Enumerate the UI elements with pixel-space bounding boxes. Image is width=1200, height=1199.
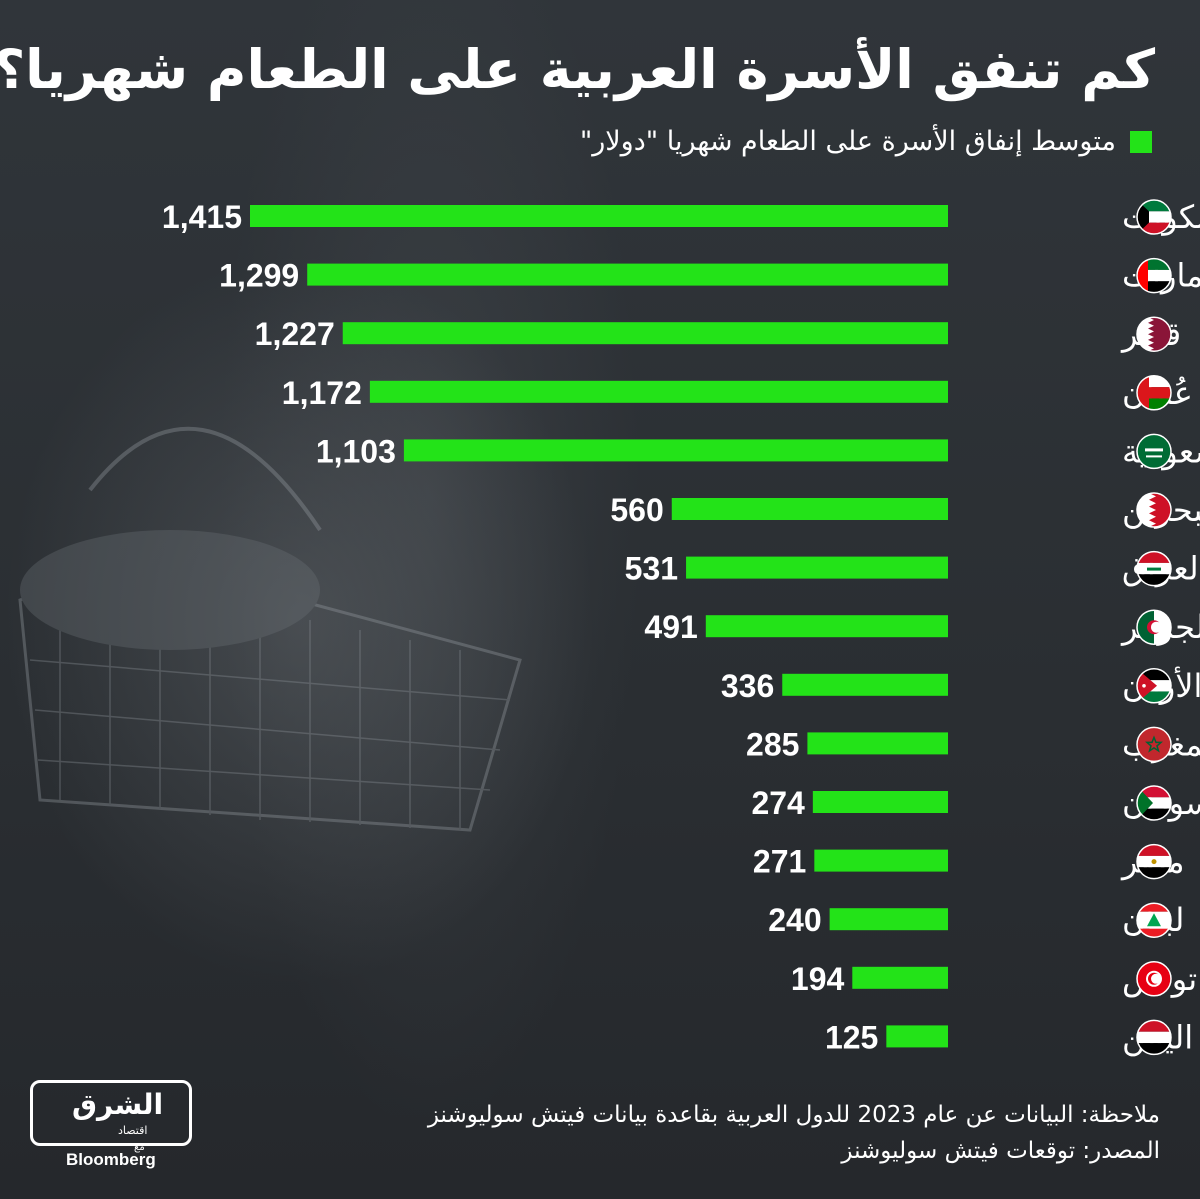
bar xyxy=(705,615,948,638)
bar xyxy=(671,498,948,520)
kuwait-flag-icon xyxy=(1136,199,1172,235)
bar-value-label: 1,172 xyxy=(282,375,362,411)
bar-row: 336الأردن xyxy=(721,666,1200,705)
tunisia-flag-icon xyxy=(1136,961,1172,997)
bar-value-label: 1,415 xyxy=(162,199,242,235)
bar xyxy=(852,966,948,989)
footer-notes: ملاحظة: البيانات عن عام 2023 للدول العرب… xyxy=(428,1098,1160,1169)
bar xyxy=(782,673,948,696)
bar-value-label: 1,227 xyxy=(255,316,335,352)
logo-with: مع xyxy=(134,1142,145,1153)
bar-row: 531العراق xyxy=(625,550,1200,588)
bar-value-label: 240 xyxy=(768,902,821,938)
footer-source: المصدر: توقعات فيتش سوليوشنز xyxy=(841,1137,1160,1164)
logo-english: Bloomberg xyxy=(66,1150,156,1169)
qatar-flag-icon xyxy=(1136,316,1172,352)
lebanon-flag-icon xyxy=(1136,902,1172,938)
bar xyxy=(686,556,948,579)
bar-row: 1,415الكويت xyxy=(162,198,1200,236)
legend-label: متوسط إنفاق الأسرة على الطعام شهريا "دول… xyxy=(579,126,1116,157)
bar-value-label: 560 xyxy=(610,492,663,528)
logo-sub: اقتصاد xyxy=(118,1124,148,1137)
bar-value-label: 1,103 xyxy=(316,433,396,469)
bar xyxy=(886,1025,948,1048)
legend: متوسط إنفاق الأسرة على الطعام شهريا "دول… xyxy=(580,126,1152,157)
chart-title: كم تنفق الأسرة العربية على الطعام شهريا؟ xyxy=(0,38,1155,101)
oman-flag-icon xyxy=(1136,375,1172,411)
bar xyxy=(814,849,948,872)
bar xyxy=(307,263,948,286)
bar-row: 125اليمن xyxy=(825,1018,1193,1056)
egypt-flag-icon xyxy=(1136,843,1172,880)
basket-illustration xyxy=(18,426,522,832)
sudan-flag-icon xyxy=(1136,785,1172,821)
logo-frame xyxy=(30,1080,192,1146)
morocco-flag-icon xyxy=(1136,726,1172,763)
bar-value-label: 125 xyxy=(825,1019,878,1055)
yemen-flag-icon xyxy=(1136,1019,1172,1056)
bar-value-label: 336 xyxy=(721,668,774,704)
bar-value-label: 531 xyxy=(625,551,678,587)
jordan-flag-icon xyxy=(1136,668,1172,704)
bar xyxy=(369,380,949,403)
bar-value-label: 274 xyxy=(751,785,805,821)
bar-value-label: 285 xyxy=(746,726,799,762)
bar-row: 194تونس xyxy=(791,960,1197,998)
bar-value-label: 1,299 xyxy=(219,258,299,294)
bahrain-flag-icon xyxy=(1136,492,1172,528)
bar-row: 560البحرين xyxy=(610,491,1200,529)
bar-row: 1,172عُمان xyxy=(282,374,1193,412)
bar xyxy=(829,908,948,931)
bar xyxy=(807,732,948,755)
logo-arabic: الشرق xyxy=(72,1088,164,1121)
saudi-flag-icon xyxy=(1136,433,1172,470)
bar xyxy=(342,322,949,345)
legend-swatch xyxy=(1130,130,1152,153)
bar-value-label: 194 xyxy=(791,961,845,997)
bar xyxy=(250,205,948,227)
bar-row: 271مصر xyxy=(753,843,1185,881)
footer-note: ملاحظة: البيانات عن عام 2023 للدول العرب… xyxy=(427,1102,1160,1128)
bar-row: 285المغرب xyxy=(746,725,1200,763)
uae-flag-icon xyxy=(1136,257,1172,294)
asharq-bloomberg-logo: الشرق اقتصاد مع Bloomberg xyxy=(30,1080,195,1172)
bar-row: 1,103السعودية xyxy=(316,432,1200,470)
bar-value-label: 491 xyxy=(644,609,697,645)
bar-row: 274السودان xyxy=(751,784,1200,822)
bar-value-label: 271 xyxy=(753,844,806,880)
bar xyxy=(403,439,949,462)
bar-row: 240لبنان xyxy=(768,901,1184,939)
iraq-flag-icon xyxy=(1136,550,1172,587)
bar-row: 491الجزائر xyxy=(644,608,1200,646)
bar xyxy=(812,791,948,813)
bar-row: 1,299الإمارات xyxy=(219,257,1200,295)
algeria-flag-icon xyxy=(1136,609,1172,645)
bar-row: 1,227قطر xyxy=(255,315,1182,353)
